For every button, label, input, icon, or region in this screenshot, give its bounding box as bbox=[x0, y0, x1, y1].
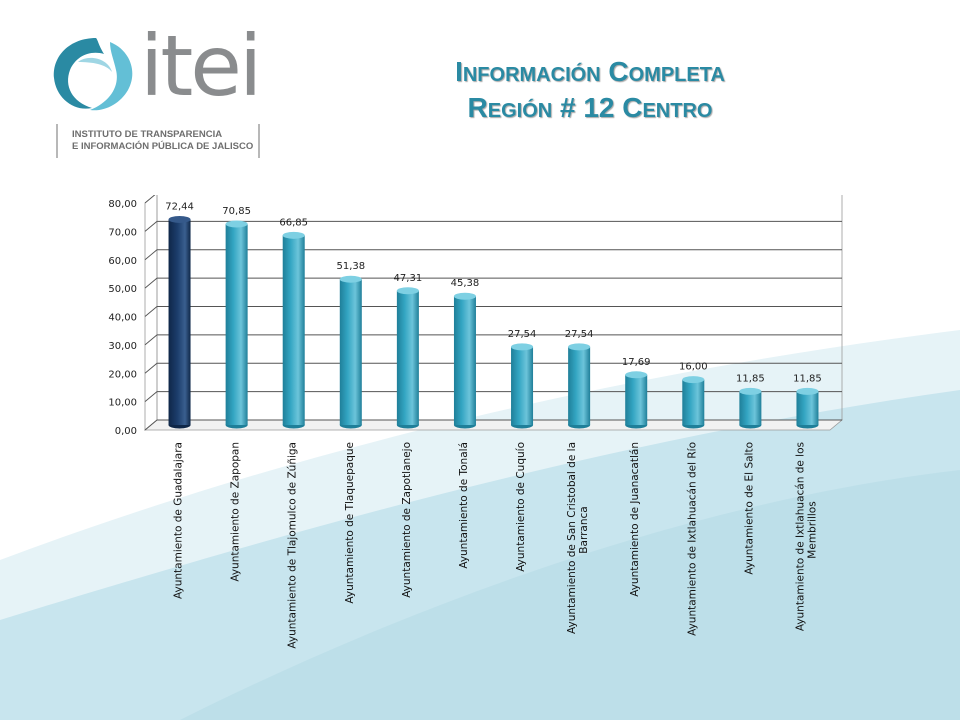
logo-subtitle-line1: INSTITUTO DE TRANSPARENCIA bbox=[72, 129, 223, 140]
bar bbox=[739, 391, 762, 425]
y-tick-label: 20,00 bbox=[108, 369, 137, 380]
y-tick-label: 50,00 bbox=[108, 284, 137, 295]
x-tick-label: Ayuntamiento de El Salto bbox=[743, 442, 755, 575]
page-title: Información Completa Región # 12 Centro bbox=[330, 54, 850, 126]
data-label: 47,31 bbox=[394, 273, 423, 284]
plot-floor bbox=[143, 419, 844, 431]
bar bbox=[568, 346, 591, 425]
gridline bbox=[144, 277, 842, 289]
page-title-line1: Información Completa bbox=[455, 56, 725, 87]
y-tick-label: 40,00 bbox=[108, 313, 137, 324]
y-tick-label: 10,00 bbox=[108, 398, 137, 409]
bar-top bbox=[282, 231, 305, 239]
bar bbox=[339, 279, 362, 425]
logo-subtitle: INSTITUTO DE TRANSPARENCIA E INFORMACIÓN… bbox=[56, 124, 260, 158]
x-tick-label: Ayuntamiento de Ixtlahuacán del Río bbox=[686, 442, 698, 636]
gridline bbox=[144, 391, 842, 402]
gridline bbox=[144, 334, 842, 346]
data-label: 66,85 bbox=[279, 217, 308, 228]
data-label: 11,85 bbox=[736, 373, 765, 384]
bar-top bbox=[453, 292, 476, 300]
x-tick-label: Ayuntamiento de Cuquío bbox=[515, 442, 527, 572]
bar-top bbox=[568, 343, 591, 351]
bar-top bbox=[739, 387, 762, 395]
bar bbox=[625, 374, 648, 425]
bar-top bbox=[396, 287, 419, 295]
data-label: 17,69 bbox=[622, 357, 651, 368]
data-label: 72,44 bbox=[165, 201, 194, 212]
plot-back-wall bbox=[156, 195, 843, 421]
bar-top bbox=[796, 387, 819, 395]
data-label: 70,85 bbox=[222, 206, 251, 217]
gridline bbox=[144, 362, 842, 374]
x-tick-label: Ayuntamiento de Juanacatlán bbox=[629, 442, 641, 597]
gridline bbox=[144, 419, 842, 431]
bar bbox=[453, 296, 476, 425]
x-tick-label: Ayuntamiento de Tlaquepaque bbox=[344, 442, 356, 604]
gridline bbox=[144, 195, 156, 204]
data-label: 16,00 bbox=[679, 362, 708, 373]
x-tick-label: Ayuntamiento de Tlajomulco de Zúñiga bbox=[287, 442, 299, 649]
gridline bbox=[144, 306, 842, 317]
gridline bbox=[144, 249, 842, 261]
bar bbox=[511, 346, 534, 425]
bar-top bbox=[625, 371, 648, 379]
page-title-line2: Región # 12 Centro bbox=[467, 92, 713, 123]
logo-swirl-icon bbox=[53, 38, 133, 111]
x-tick-label: Ayuntamiento de Guadalajara bbox=[173, 442, 185, 599]
bar bbox=[682, 379, 705, 425]
x-tick-label: Ayuntamiento de Ixtlahuacán de losMembri… bbox=[794, 442, 818, 631]
logo-wordmark: itei bbox=[140, 17, 262, 115]
y-tick-label: 30,00 bbox=[108, 341, 137, 352]
x-tick-label: Ayuntamiento de Tonalá bbox=[458, 442, 470, 569]
data-label: 51,38 bbox=[336, 261, 365, 272]
x-tick-label: Ayuntamiento de San Cristobal de laBarra… bbox=[566, 442, 590, 634]
bar bbox=[796, 391, 819, 425]
bar-top bbox=[168, 215, 191, 223]
y-tick-label: 70,00 bbox=[108, 227, 137, 238]
y-tick-label: 60,00 bbox=[108, 256, 137, 267]
data-label: 11,85 bbox=[793, 373, 822, 384]
x-tick-label: Ayuntamiento de Zapopan bbox=[230, 442, 242, 582]
x-tick-label: Ayuntamiento de Zapotlanejo bbox=[401, 442, 413, 598]
itei-logo: itei INSTITUTO DE TRANSPARENCIA E INFORM… bbox=[48, 24, 268, 160]
logo-subtitle-line2: E INFORMACIÓN PÚBLICA DE JALISCO bbox=[72, 141, 254, 152]
bar bbox=[282, 235, 305, 425]
bar-top bbox=[225, 220, 248, 228]
bar-top bbox=[339, 275, 362, 283]
bar bbox=[225, 223, 248, 425]
bar bbox=[396, 290, 419, 425]
data-label: 27,54 bbox=[565, 329, 594, 340]
bar-top bbox=[682, 376, 705, 384]
bar-top bbox=[511, 343, 534, 351]
y-tick-label: 0,00 bbox=[115, 426, 137, 437]
gridline bbox=[144, 220, 842, 232]
data-label: 27,54 bbox=[508, 329, 537, 340]
bar-chart: 0,00 10,00 20,00 30,00 40,00 50,00 60,00 70,00 8… bbox=[108, 195, 844, 649]
y-tick-label: 80,00 bbox=[108, 199, 137, 210]
data-label: 45,38 bbox=[451, 278, 480, 289]
bar bbox=[168, 219, 191, 425]
